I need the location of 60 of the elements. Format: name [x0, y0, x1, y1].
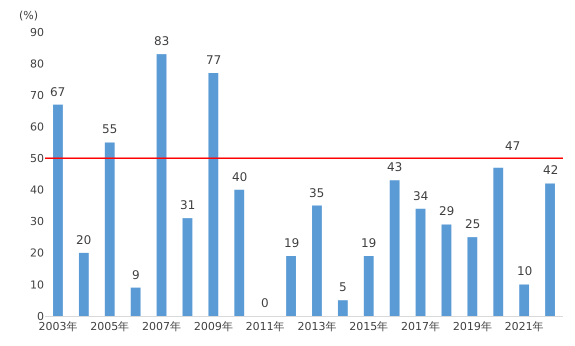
y-tick-label: 20	[30, 246, 44, 260]
data-label: 19	[284, 236, 300, 250]
data-label: 31	[180, 198, 196, 212]
bar	[182, 218, 192, 316]
bar	[156, 54, 166, 316]
y-tick-label: 90	[30, 26, 44, 39]
data-label: 19	[361, 236, 376, 250]
x-tick-label: 2009年	[194, 320, 233, 334]
bar	[416, 208, 426, 316]
y-tick-label: 60	[30, 120, 44, 134]
x-tick-label: 2021年	[504, 320, 544, 334]
x-tick-label: 2003年	[38, 320, 78, 334]
y-tick-label: 0	[37, 310, 44, 323]
data-label: 9	[132, 268, 140, 282]
bar	[338, 300, 348, 316]
bar	[312, 206, 322, 316]
bar	[104, 142, 115, 316]
x-tick-label: 2017年	[401, 320, 440, 334]
data-label: 25	[465, 217, 480, 231]
y-axis-title: (%)	[19, 9, 38, 22]
data-label: 83	[154, 34, 170, 48]
x-tick-label: 2013年	[297, 320, 336, 334]
y-tick-label: 70	[30, 88, 44, 102]
bar	[467, 237, 478, 316]
data-label: 40	[232, 170, 248, 184]
x-tick-label: 2019年	[452, 320, 492, 334]
data-label: 5	[339, 280, 347, 294]
data-label: 67	[50, 85, 66, 99]
bar	[364, 256, 374, 316]
bar	[390, 180, 400, 316]
data-label: 10	[517, 264, 532, 278]
x-tick-label: 2007年	[142, 320, 182, 334]
y-tick-label: 80	[30, 57, 44, 70]
data-label: 20	[76, 233, 92, 247]
bar	[53, 104, 63, 316]
bar	[545, 183, 555, 316]
bar	[519, 284, 530, 316]
bar	[286, 256, 296, 316]
bar	[208, 73, 218, 316]
data-label: 42	[543, 163, 558, 177]
bar	[130, 288, 141, 316]
bar	[78, 252, 89, 316]
data-label: 35	[309, 186, 324, 200]
x-tick-label: 2005年	[90, 320, 130, 334]
bar	[442, 224, 452, 316]
bar	[234, 190, 244, 316]
y-tick-label: 50	[30, 152, 44, 166]
data-label: 55	[102, 122, 118, 136]
data-label: 34	[413, 189, 428, 203]
y-tick-label: 10	[30, 278, 44, 292]
data-label: 47	[505, 139, 520, 153]
data-label: 29	[439, 204, 454, 218]
x-tick-label: 2015年	[349, 320, 388, 334]
data-label: 77	[206, 53, 222, 67]
data-label: 43	[387, 160, 402, 174]
x-tick-label: 2011年	[246, 320, 285, 334]
y-tick-label: 30	[30, 215, 44, 228]
y-tick-label: 40	[30, 184, 44, 197]
bar	[493, 168, 504, 316]
data-label: 0	[261, 296, 269, 310]
